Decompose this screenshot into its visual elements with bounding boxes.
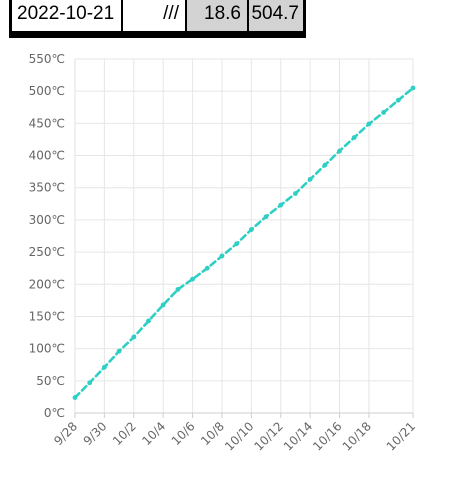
- data-point: [160, 302, 166, 308]
- data-point: [131, 334, 137, 340]
- data-point: [395, 97, 401, 103]
- data-point: [337, 148, 342, 154]
- date-cell: 2022-10-21: [12, 0, 121, 31]
- mark-cell: ///: [123, 0, 185, 31]
- data-point: [190, 276, 195, 282]
- data-point: [175, 287, 181, 292]
- data-point: [219, 253, 225, 259]
- data-point: [278, 202, 284, 208]
- data-point: [322, 162, 328, 168]
- data-point: [72, 395, 78, 400]
- x-tick-label: 10/21: [384, 419, 418, 453]
- y-tick-label: 550℃: [29, 52, 65, 66]
- data-point: [146, 318, 151, 324]
- x-tick-label: 9/28: [51, 419, 80, 448]
- x-tick-label: 10/2: [110, 419, 139, 448]
- series-line: [73, 86, 415, 399]
- data-point: [234, 241, 240, 247]
- data-point: [366, 121, 372, 127]
- data-point: [293, 191, 298, 196]
- x-tick-label: 10/6: [169, 419, 198, 448]
- x-tick-label: 10/12: [251, 419, 285, 453]
- x-tick-label: 10/10: [222, 419, 256, 453]
- x-tick-label: 10/16: [310, 419, 344, 453]
- value-cell-1: 18.6: [187, 0, 247, 31]
- value-cell-2: 504.7: [249, 0, 303, 31]
- y-tick-label: 200℃: [29, 277, 65, 291]
- y-tick-label: 100℃: [29, 342, 65, 356]
- y-tick-label: 50℃: [36, 374, 65, 388]
- y-tick-label: 400℃: [29, 149, 65, 163]
- y-tick-label: 500℃: [29, 84, 65, 98]
- y-tick-label: 450℃: [29, 116, 65, 130]
- x-tick-label: 10/18: [340, 419, 374, 453]
- y-tick-label: 250℃: [29, 245, 65, 259]
- data-table-row: 2022-10-21 /// 18.6 504.7: [9, 0, 306, 38]
- data-point: [351, 135, 357, 140]
- y-tick-label: 0℃: [44, 406, 65, 420]
- x-tick-label: 9/30: [81, 419, 110, 448]
- data-point: [248, 227, 254, 232]
- y-tick-label: 300℃: [29, 213, 65, 227]
- data-point: [307, 176, 313, 182]
- data-point: [381, 110, 387, 115]
- data-point: [87, 380, 93, 386]
- y-tick-label: 150℃: [29, 309, 65, 323]
- data-point: [101, 364, 107, 370]
- data-point: [263, 214, 269, 220]
- data-point: [116, 348, 122, 354]
- y-tick-label: 350℃: [29, 181, 65, 195]
- x-tick-label: 10/14: [281, 419, 315, 453]
- x-tick-label: 10/4: [139, 419, 168, 448]
- data-point: [204, 265, 210, 271]
- data-point: [410, 85, 416, 91]
